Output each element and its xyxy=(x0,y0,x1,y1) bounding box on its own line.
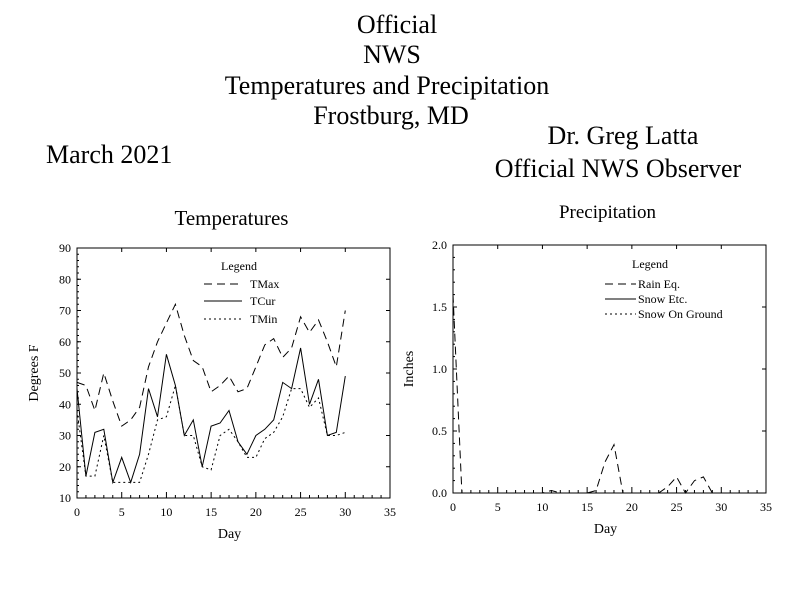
precipitation-legend-label: Snow Etc. xyxy=(638,292,687,306)
precipitation-x-tick-label: 0 xyxy=(450,500,456,514)
temperature-x-tick-label: 30 xyxy=(339,505,351,519)
precipitation-x-tick-label: 35 xyxy=(760,500,772,514)
precipitation-x-tick-label: 10 xyxy=(536,500,548,514)
title-line-4: Frostburg, MD xyxy=(313,101,469,130)
temperature-x-tick-label: 20 xyxy=(250,505,262,519)
precipitation-x-tick-label: 20 xyxy=(626,500,638,514)
temperature-y-tick-label: 30 xyxy=(59,429,71,443)
temperature-y-tick-label: 60 xyxy=(59,335,71,349)
temperature-legend-label: TMax xyxy=(250,277,279,291)
temperature-y-tick-label: 50 xyxy=(59,366,71,380)
temperature-y-tick-label: 10 xyxy=(59,491,71,505)
temperature-y-tick-label: 20 xyxy=(59,460,71,474)
precipitation-y-axis-label: Inches xyxy=(402,351,417,388)
precipitation-x-tick-label: 30 xyxy=(715,500,727,514)
temperature-y-axis-label: Degrees F xyxy=(27,344,42,401)
temperature-x-tick-label: 35 xyxy=(384,505,396,519)
temperature-y-tick-label: 40 xyxy=(59,397,71,411)
temperature-y-tick-label: 80 xyxy=(59,272,71,286)
precipitation-x-tick-label: 5 xyxy=(495,500,501,514)
precipitation-y-tick-label: 0.0 xyxy=(432,486,447,500)
precipitation-plot-frame xyxy=(452,244,767,494)
temperature-x-tick-label: 5 xyxy=(119,505,125,519)
temperature-x-axis-label: Day xyxy=(218,527,241,542)
precipitation-x-axis-label: Day xyxy=(594,522,617,537)
report-period: March 2021 xyxy=(46,140,173,169)
title-line-1: Official xyxy=(356,10,438,39)
precipitation-y-tick-label: 2.0 xyxy=(432,238,447,252)
observer-name: Dr. Greg Latta xyxy=(547,121,699,150)
temperature-series-tmax xyxy=(76,302,346,427)
precipitation-y-tick-label: 1.5 xyxy=(432,300,447,314)
temperature-y-tick-label: 90 xyxy=(59,241,71,255)
title-line-3: Temperatures and Precipitation xyxy=(224,71,550,100)
temperature-x-tick-label: 10 xyxy=(160,505,172,519)
temperature-series-tcur xyxy=(76,347,346,485)
precipitation-y-tick-label: 1.0 xyxy=(432,362,447,376)
temperature-chart-title: Temperatures xyxy=(175,206,289,230)
precipitation-chart: 0.0 0.5 1.0 1.5 2.0 0 5 10 15 20 25 30 35 Day Inches Pr… xyxy=(402,202,772,537)
temperature-chart: 10 20 30 40 50 60 70 80 90 0 5 10 15 20 25 30 35 Day Degre… xyxy=(27,206,396,542)
precipitation-series-rain-eq- xyxy=(452,294,722,494)
temperature-x-tick-label: 15 xyxy=(205,505,217,519)
temperature-series-tmin xyxy=(76,385,346,483)
precipitation-x-tick-label: 15 xyxy=(581,500,593,514)
precipitation-legend-label: Rain Eq. xyxy=(638,277,680,291)
temperature-plot-frame xyxy=(76,247,391,499)
temperature-x-tick-label: 0 xyxy=(74,505,80,519)
temperature-legend-label: TCur xyxy=(250,294,275,308)
precipitation-legend-label: Snow On Ground xyxy=(638,307,723,321)
temperature-legend-label: TMin xyxy=(250,312,277,326)
title-line-2: NWS xyxy=(363,40,421,69)
precipitation-chart-title: Precipitation xyxy=(559,202,657,223)
precipitation-y-tick-label: 0.5 xyxy=(432,424,447,438)
precipitation-legend-title: Legend xyxy=(632,257,668,271)
observer-role: Official NWS Observer xyxy=(494,154,742,183)
temperature-x-tick-label: 25 xyxy=(295,505,307,519)
temperature-legend-title: Legend xyxy=(221,259,257,273)
temperature-y-tick-label: 70 xyxy=(59,304,71,318)
precipitation-x-tick-label: 25 xyxy=(671,500,683,514)
